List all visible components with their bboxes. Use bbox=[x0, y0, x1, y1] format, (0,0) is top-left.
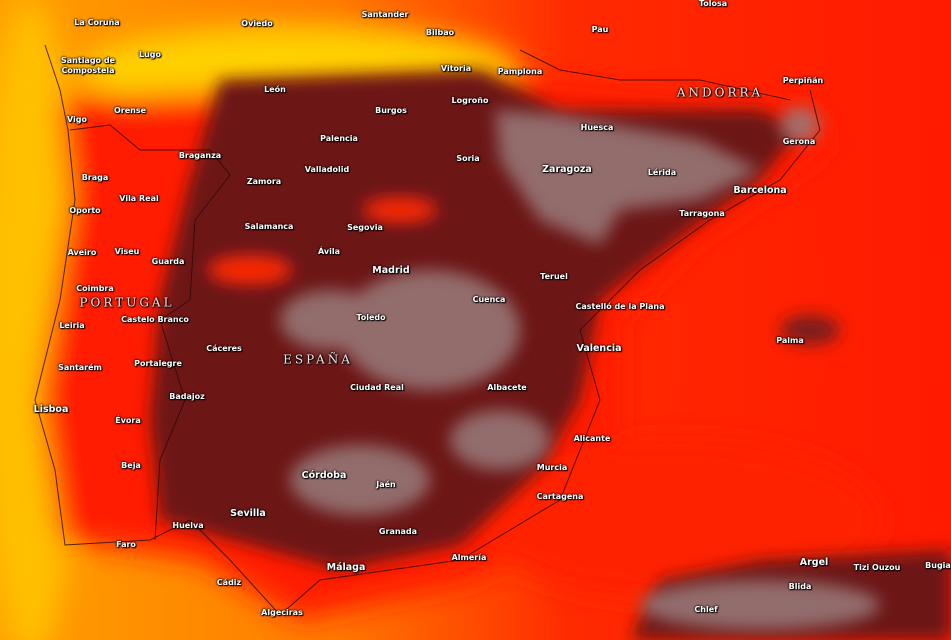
city-label-guarda: Guarda bbox=[151, 257, 185, 266]
city-label-valencia: Valencia bbox=[576, 343, 622, 355]
city-label-orense: Orense bbox=[113, 106, 147, 115]
city-label-pamplona: Pamplona bbox=[497, 67, 543, 76]
city-label-bugia: Bugia bbox=[925, 561, 951, 570]
city-label-badajoz: Badajoz bbox=[169, 392, 205, 401]
city-label-vitoria: Vitoria bbox=[440, 64, 472, 73]
country-label-andorra: ANDORRA bbox=[676, 85, 764, 100]
city-label-cadiz: Cádiz bbox=[216, 578, 242, 587]
city-label-blida: Blida bbox=[788, 582, 812, 591]
city-label-beja: Beja bbox=[121, 461, 141, 470]
city-label-jaen: Jaén bbox=[376, 480, 396, 489]
city-label-tolosa: Tolosa bbox=[698, 0, 728, 8]
city-label-la-coruna: La Coruña bbox=[74, 18, 120, 27]
city-label-zaragoza: Zaragoza bbox=[542, 164, 592, 176]
city-label-tarragona: Tarragona bbox=[679, 209, 725, 218]
city-label-teruel: Teruel bbox=[540, 272, 568, 281]
city-label-segovia: Segovia bbox=[347, 223, 383, 232]
city-label-lisboa: Lisboa bbox=[33, 404, 69, 416]
city-label-almeria: Almería bbox=[451, 553, 487, 562]
city-label-bilbao: Bilbao bbox=[425, 28, 455, 37]
city-label-palencia: Palencia bbox=[320, 134, 358, 143]
city-label-avila: Ávila bbox=[317, 247, 341, 256]
city-label-lugo: Lugo bbox=[138, 50, 162, 59]
city-label-barcelona: Barcelona bbox=[733, 185, 787, 197]
city-label-aveiro: Aveiro bbox=[67, 248, 97, 257]
city-label-toledo: Toledo bbox=[356, 313, 386, 322]
hottest-zones bbox=[280, 107, 880, 630]
city-label-algeciras: Algeciras bbox=[261, 608, 303, 617]
city-label-salamanca: Salamanca bbox=[244, 222, 294, 231]
city-label-lerida: Lérida bbox=[647, 168, 677, 177]
city-label-granada: Granada bbox=[378, 527, 418, 536]
city-label-tizi-ouzou: Tizi Ouzou bbox=[853, 563, 901, 572]
city-label-cartagena: Cartagena bbox=[536, 492, 584, 501]
city-label-perpinan: Perpiñán bbox=[782, 76, 824, 85]
city-label-zamora: Zamora bbox=[246, 177, 282, 186]
city-label-soria: Soria bbox=[456, 154, 480, 163]
city-label-malaga: Málaga bbox=[326, 562, 366, 574]
city-label-huelva: Huelva bbox=[172, 521, 204, 530]
city-label-santarem: Santarém bbox=[58, 363, 102, 372]
city-label-castello-de-la-plana: Castelló de la Plana bbox=[575, 302, 665, 311]
city-label-cordoba: Córdoba bbox=[301, 470, 347, 482]
city-label-coimbra: Coimbra bbox=[76, 284, 114, 293]
city-label-logrono: Logroño bbox=[451, 96, 489, 105]
city-label-braga: Braga bbox=[81, 173, 109, 182]
city-label-murcia: Murcia bbox=[536, 463, 568, 472]
city-label-oviedo: Oviedo bbox=[241, 19, 273, 28]
city-label-evora: Évora bbox=[115, 416, 141, 425]
city-label-leon: León bbox=[264, 85, 286, 94]
city-label-argel: Argel bbox=[799, 557, 829, 569]
city-label-chlef: Chlef bbox=[694, 605, 718, 614]
city-label-burgos: Burgos bbox=[375, 106, 407, 115]
city-label-vila-real: Vila Real bbox=[119, 194, 159, 203]
city-label-santiago-de-compostela: Santiago de Compostela bbox=[61, 56, 115, 75]
city-label-pau: Pau bbox=[591, 25, 609, 34]
city-label-sevilla: Sevilla bbox=[230, 508, 266, 520]
city-label-albacete: Albacete bbox=[487, 383, 527, 392]
city-label-vigo: Vigo bbox=[66, 115, 88, 124]
city-label-gerona: Gerona bbox=[782, 137, 816, 146]
city-label-alicante: Alicante bbox=[573, 434, 611, 443]
city-label-oporto: Oporto bbox=[69, 206, 101, 215]
country-label-portugal: PORTUGAL bbox=[79, 295, 175, 310]
city-label-santander: Santander bbox=[361, 10, 409, 19]
city-label-faro: Faro bbox=[116, 540, 136, 549]
city-label-valladolid: Valladolid bbox=[304, 165, 350, 174]
city-label-portalegre: Portalegre bbox=[134, 359, 182, 368]
city-label-braganza: Braganza bbox=[178, 151, 222, 160]
city-label-madrid: Madrid bbox=[372, 265, 410, 277]
city-label-castelo-branco: Castelo Branco bbox=[121, 315, 189, 324]
city-label-viseu: Viseu bbox=[114, 247, 140, 256]
borders bbox=[34, 44, 821, 616]
city-label-huesca: Huesca bbox=[580, 123, 614, 132]
city-label-leiria: Leiria bbox=[59, 321, 85, 330]
country-label-espana: ESPAÑA bbox=[283, 352, 353, 367]
city-label-caceres: Cáceres bbox=[206, 344, 242, 353]
city-label-cuenca: Cuenca bbox=[472, 295, 506, 304]
city-label-ciudad-real: Ciudad Real bbox=[350, 383, 404, 392]
city-label-palma: Palma bbox=[776, 336, 804, 345]
